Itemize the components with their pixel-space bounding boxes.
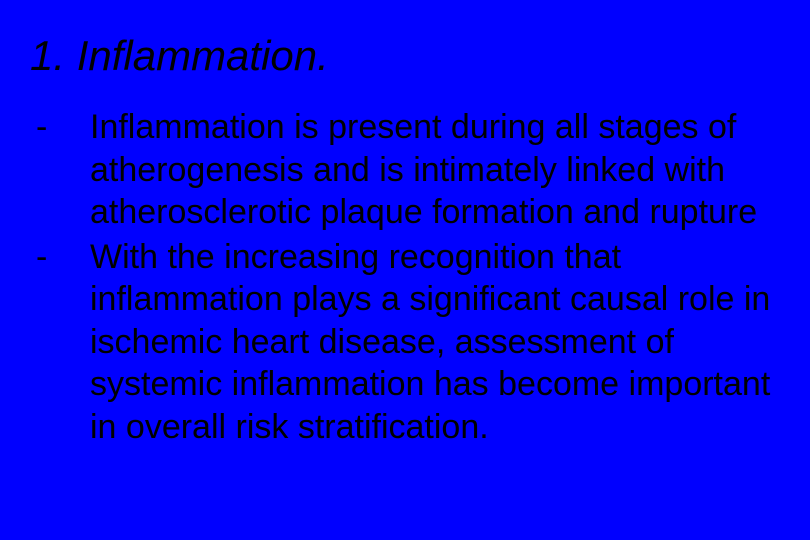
bullet-marker: - bbox=[32, 236, 90, 449]
bullet-list: - Inflammation is present during all sta… bbox=[28, 106, 782, 448]
bullet-text: Inflammation is present during all stage… bbox=[90, 106, 782, 234]
bullet-marker: - bbox=[32, 106, 90, 234]
slide-container: 1. Inflammation. - Inflammation is prese… bbox=[0, 0, 810, 540]
list-item: - Inflammation is present during all sta… bbox=[32, 106, 782, 234]
slide-title: 1. Inflammation. bbox=[30, 32, 782, 80]
list-item: - With the increasing recognition that i… bbox=[32, 236, 782, 449]
bullet-text: With the increasing recognition that inf… bbox=[90, 236, 782, 449]
